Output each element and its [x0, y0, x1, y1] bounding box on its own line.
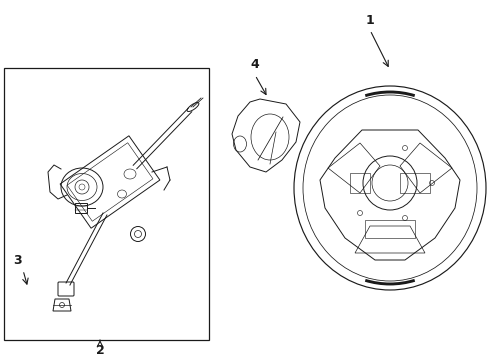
- Bar: [4, 68, 209, 340]
- Bar: [75, 203, 87, 213]
- Bar: [365, 220, 415, 238]
- Bar: [400, 173, 430, 193]
- Text: 4: 4: [250, 58, 259, 72]
- Text: 3: 3: [14, 253, 23, 266]
- Bar: [350, 173, 370, 193]
- Text: 1: 1: [366, 13, 374, 27]
- Text: 2: 2: [96, 345, 104, 357]
